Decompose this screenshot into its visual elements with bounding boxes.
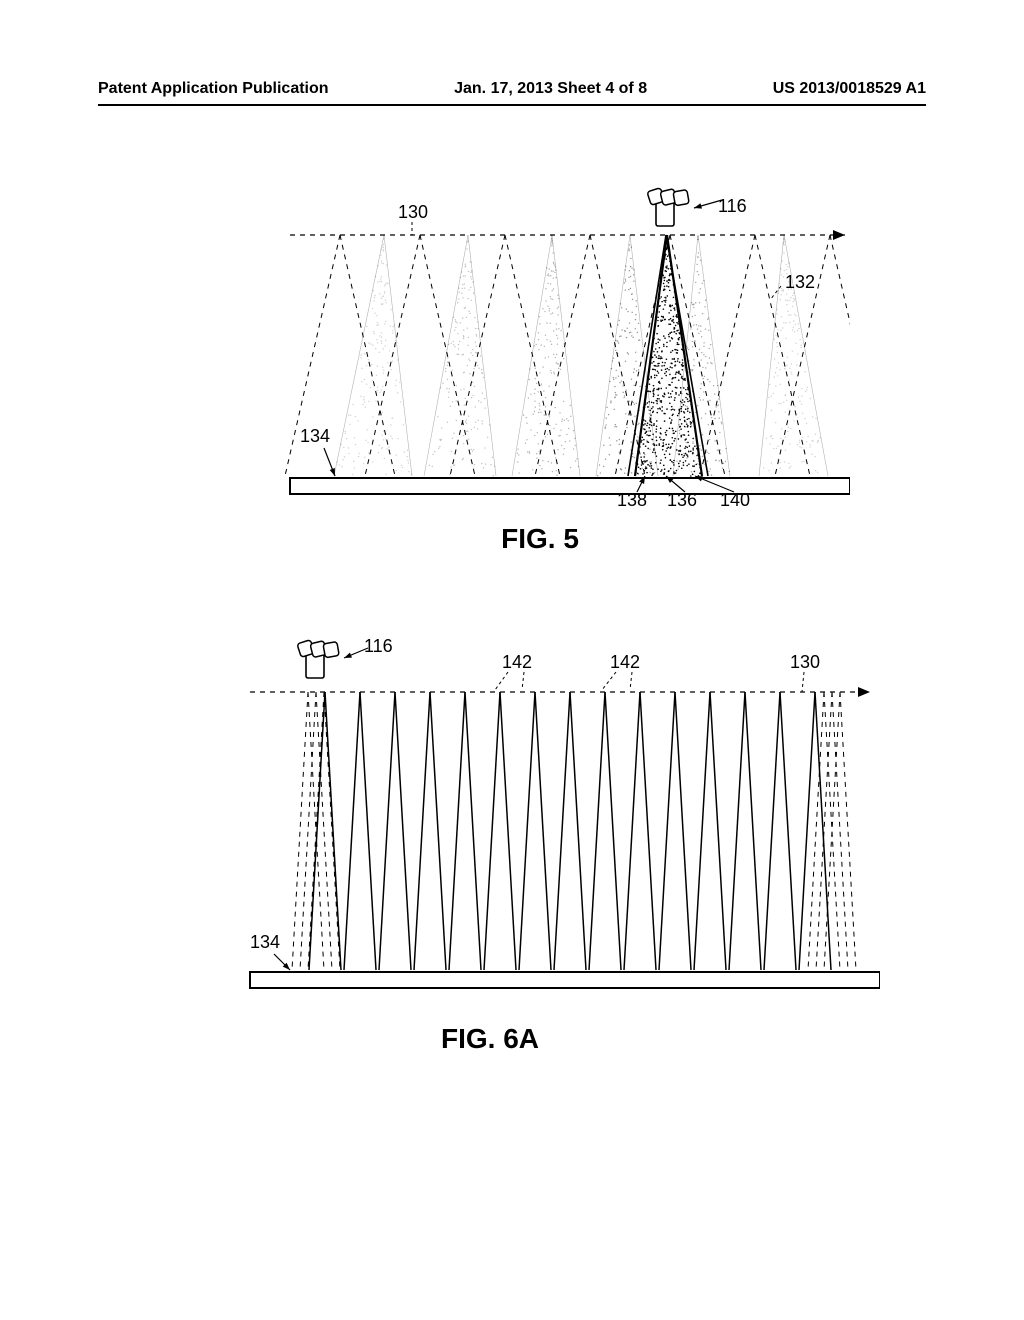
svg-text:142: 142 bbox=[502, 652, 532, 672]
svg-text:132: 132 bbox=[785, 272, 815, 292]
figure-6a: 116142142130134 FIG. 6A bbox=[180, 610, 800, 1055]
svg-text:140: 140 bbox=[720, 490, 750, 510]
figure-6a-caption: FIG. 6A bbox=[180, 1023, 800, 1055]
svg-text:116: 116 bbox=[718, 196, 747, 216]
figure-5: 116 130 132 134 138 136 140 FIG. 5 bbox=[230, 180, 850, 555]
svg-text:116: 116 bbox=[364, 636, 393, 656]
page-header: Patent Application Publication Jan. 17, … bbox=[98, 80, 926, 104]
header-right: US 2013/0018529 A1 bbox=[773, 80, 926, 98]
figure-6a-svg: 116 142 142 130 134 bbox=[180, 610, 880, 1010]
svg-text:130: 130 bbox=[398, 202, 428, 222]
svg-text:136: 136 bbox=[667, 490, 697, 510]
header-center: Jan. 17, 2013 Sheet 4 of 8 bbox=[454, 80, 647, 98]
header-left: Patent Application Publication bbox=[98, 80, 329, 98]
svg-text:134: 134 bbox=[300, 426, 330, 446]
svg-text:142: 142 bbox=[610, 652, 640, 672]
svg-text:130: 130 bbox=[790, 652, 820, 672]
figure-5-caption: FIG. 5 bbox=[230, 523, 850, 555]
patent-page: Patent Application Publication Jan. 17, … bbox=[0, 0, 1024, 1320]
svg-text:138: 138 bbox=[617, 490, 647, 510]
header-rule bbox=[98, 104, 926, 106]
figure-5-svg: 116 130 132 134 138 136 140 bbox=[230, 180, 850, 510]
svg-text:134: 134 bbox=[250, 932, 280, 952]
